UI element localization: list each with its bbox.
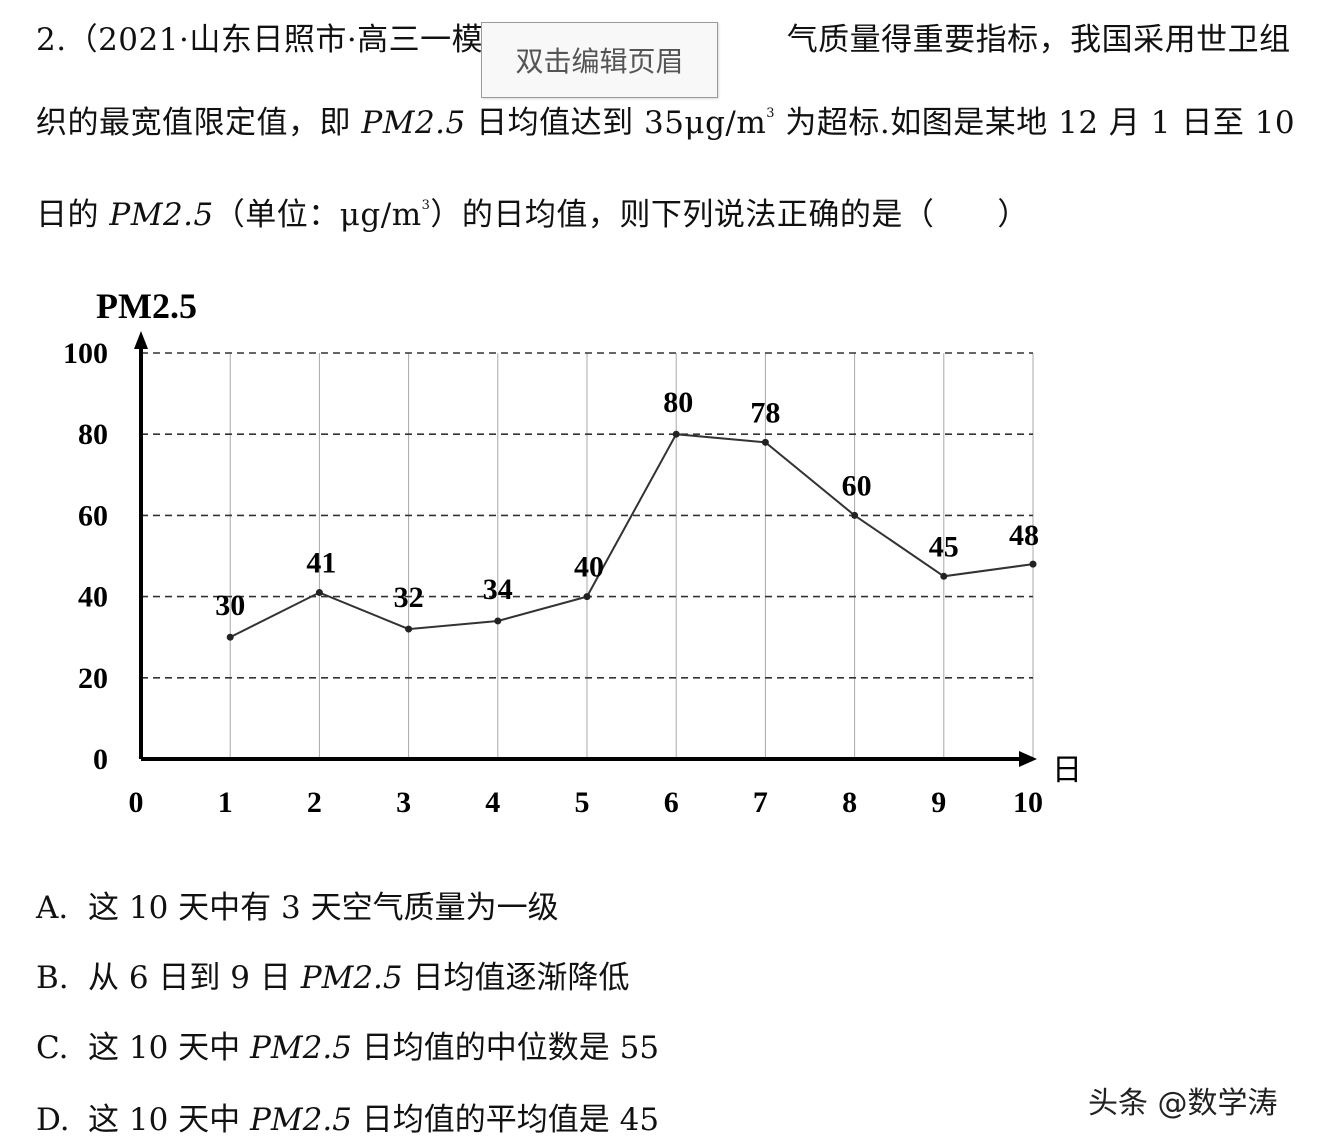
- question-text: ）的日均值，则下列说法正确的是（ ）: [430, 197, 1029, 233]
- unit-superscript: 3: [421, 198, 431, 213]
- x-tick-label: 10: [1013, 786, 1043, 819]
- pm25-term: PM2.5: [300, 960, 403, 996]
- option-d[interactable]: D. 这 10 天中 PM2.5 日均值的平均值是 45: [36, 1094, 659, 1139]
- watermark: 头条 @数学涛: [1088, 1086, 1278, 1121]
- question-line-1: 2.（2021·山东日照市·高三一模） 气质量得重要指标，我国采用世卫组: [36, 14, 1291, 59]
- data-label: 34: [483, 573, 513, 606]
- question-text: 日均值达到 35μg/m: [465, 105, 767, 141]
- unit-superscript: 3: [766, 106, 776, 121]
- data-point: [226, 633, 234, 641]
- y-axis-title: PM2.5: [96, 286, 197, 326]
- x-tick-label: 3: [396, 786, 411, 819]
- option-b[interactable]: B. 从 6 日到 9 日 PM2.5 日均值逐渐降低: [36, 952, 629, 997]
- option-letter: C.: [36, 1030, 69, 1066]
- option-text: 日均值的中位数是 55: [351, 1030, 660, 1066]
- data-label: 78: [750, 396, 780, 429]
- data-label: 30: [215, 589, 245, 622]
- option-letter: A.: [36, 890, 69, 926]
- x-tick-label: 2: [307, 786, 322, 819]
- data-label: 60: [842, 469, 872, 502]
- option-letter: D.: [36, 1102, 70, 1138]
- x-tick-label: 7: [753, 786, 768, 819]
- x-axis-arrow: [1019, 751, 1037, 767]
- x-tick-label: 9: [931, 786, 946, 819]
- series-line: [229, 433, 1034, 639]
- data-label: 80: [663, 386, 693, 419]
- x-tick-label: 0: [129, 786, 144, 819]
- data-label: 40: [574, 551, 604, 584]
- data-point: [851, 511, 859, 519]
- option-text: 从 6 日到 9 日: [88, 960, 301, 996]
- data-point: [761, 438, 769, 446]
- question-text: 日的: [36, 197, 110, 233]
- y-tick-label: 100: [63, 337, 108, 370]
- question-text: （单位：μg/m: [213, 197, 422, 233]
- pm25-term: PM2.5: [361, 105, 466, 141]
- option-text: 这 10 天中: [88, 1030, 251, 1066]
- data-point: [583, 593, 591, 601]
- x-tick-label: 6: [664, 786, 679, 819]
- pm25-term: PM2.5: [250, 1102, 352, 1138]
- data-point: [1029, 560, 1037, 568]
- question-text: 织的最宽值限定值，即: [36, 105, 362, 141]
- option-text: 日均值逐渐降低: [402, 960, 630, 996]
- data-point: [940, 572, 948, 580]
- option-text: 这 10 天中有 3 天空气质量为一级: [88, 890, 559, 926]
- y-tick-label: 40: [78, 581, 108, 614]
- x-tick-label: 4: [485, 786, 500, 819]
- header-edit-tooltip[interactable]: 双击编辑页眉: [481, 22, 718, 98]
- data-label: 48: [1009, 519, 1039, 552]
- question-text: 为超标.如图是某地 12 月 1 日至 10: [775, 105, 1296, 141]
- data-label: 45: [929, 530, 959, 563]
- data-point: [672, 430, 680, 438]
- data-point: [315, 589, 323, 597]
- y-axis-arrow: [134, 331, 148, 349]
- data-point: [494, 617, 502, 625]
- option-a[interactable]: A. 这 10 天中有 3 天空气质量为一级: [36, 882, 559, 927]
- option-text: 日均值的平均值是 45: [351, 1102, 660, 1138]
- option-c[interactable]: C. 这 10 天中 PM2.5 日均值的中位数是 55: [36, 1022, 659, 1067]
- question-line-2: 织的最宽值限定值，即 PM2.5 日均值达到 35μg/m3 为超标.如图是某地…: [36, 97, 1295, 142]
- x-tick-label: 8: [842, 786, 857, 819]
- y-tick-label: 0: [93, 743, 108, 776]
- data-label: 41: [306, 547, 336, 580]
- y-tick-label: 60: [78, 499, 108, 532]
- x-tick-label: 1: [218, 786, 233, 819]
- data-label: 32: [394, 581, 424, 614]
- pm25-term: PM2.5: [250, 1030, 352, 1066]
- option-letter: B.: [36, 960, 69, 996]
- data-point: [405, 625, 413, 633]
- question-line-1-right: 气质量得重要指标，我国采用世卫组: [786, 22, 1291, 58]
- x-axis-title: 日: [1052, 753, 1082, 788]
- question-line-3: 日的 PM2.5（单位：μg/m3）的日均值，则下列说法正确的是（ ）: [36, 189, 1029, 234]
- x-tick-label: 5: [575, 786, 590, 819]
- y-tick-label: 20: [78, 662, 108, 695]
- question-source: 2.（2021·山东日照市·高三一模）: [36, 22, 515, 58]
- y-tick-label: 80: [78, 418, 108, 451]
- pm25-term: PM2.5: [109, 197, 214, 233]
- option-text: 这 10 天中: [88, 1102, 251, 1138]
